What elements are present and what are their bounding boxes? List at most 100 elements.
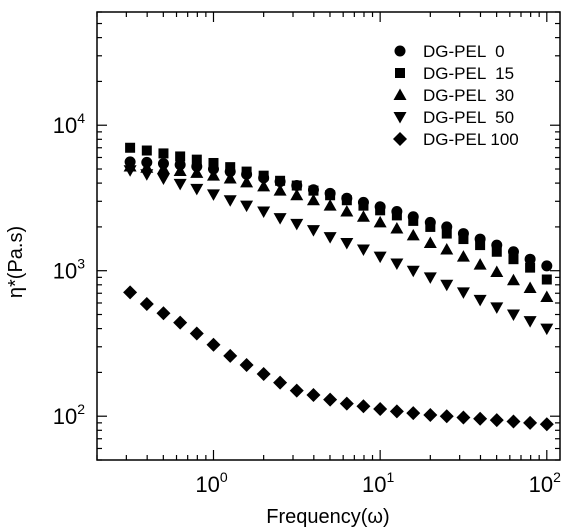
data-point (358, 200, 369, 211)
data-point (406, 228, 420, 241)
data-point (290, 218, 304, 231)
data-point (258, 170, 269, 181)
data-point (291, 180, 302, 191)
data-point (491, 246, 502, 257)
plot-frame (96, 11, 561, 461)
data-point (208, 157, 219, 168)
data-point (123, 285, 138, 300)
data-point (290, 188, 304, 201)
data-point (323, 392, 338, 407)
legend-entry: DG-PEL 0 (423, 42, 505, 61)
data-point (423, 407, 438, 422)
data-point (240, 175, 254, 188)
data-point (257, 206, 271, 219)
legend-marker (393, 112, 407, 124)
data-point (525, 262, 536, 273)
y-tick-label: 104 (53, 110, 85, 138)
data-point (425, 221, 436, 232)
data-point (308, 185, 319, 196)
data-point (389, 404, 404, 419)
data-point (306, 225, 320, 237)
data-point (456, 250, 470, 262)
data-point (423, 272, 437, 284)
data-point (356, 210, 370, 222)
y-tick-label: 103 (53, 256, 85, 284)
data-point (440, 242, 454, 255)
data-point (506, 414, 521, 429)
data-point (539, 417, 554, 432)
axes: 100 101 102 102 103 104 (53, 11, 561, 497)
data-point (273, 213, 287, 225)
data-point (325, 190, 336, 201)
x-tick-label: 101 (362, 469, 394, 497)
legend-marker (395, 68, 405, 78)
data-point (273, 184, 287, 196)
legend-marker (393, 88, 407, 100)
data-point (475, 240, 486, 251)
data-point (256, 367, 271, 382)
data-point (223, 348, 238, 363)
data-point (206, 189, 220, 201)
data-point (356, 244, 370, 256)
data-point (490, 265, 504, 277)
data-point (473, 258, 487, 270)
data-point (223, 195, 237, 207)
data-point (323, 199, 337, 211)
data-point (524, 253, 536, 265)
data-point (508, 254, 519, 265)
data-point (489, 413, 504, 428)
y-axis-label: η*(Pa.s) (5, 226, 27, 298)
data-point (506, 273, 520, 286)
data-point (540, 323, 554, 336)
data-point (225, 162, 236, 173)
data-point (523, 316, 537, 328)
data-point (456, 410, 471, 425)
x-tick-label: 102 (529, 469, 561, 497)
data-point (189, 326, 204, 341)
legend-marker (393, 132, 407, 146)
data-point (123, 165, 137, 177)
data-point (156, 306, 171, 321)
data-point (323, 232, 337, 244)
data-point (340, 205, 354, 217)
data-point (257, 179, 271, 192)
data-point (373, 215, 387, 228)
data-point (408, 215, 419, 226)
legend-marker (394, 45, 406, 57)
data-point (458, 234, 469, 245)
data-point (340, 238, 354, 250)
data-point (456, 287, 470, 299)
data-point (373, 402, 388, 417)
data-point (190, 166, 204, 178)
data-point (206, 169, 220, 181)
data-point (239, 357, 254, 372)
data-point (273, 375, 288, 390)
data-point (173, 178, 187, 191)
series-1 (125, 142, 552, 285)
data-point (473, 294, 487, 307)
data-point (390, 222, 404, 234)
legend: DG-PEL 0 DG-PEL 15 DG-PEL 30 DG-PEL 50 DG-PE… (393, 42, 519, 149)
data-point (541, 260, 553, 272)
data-point (523, 281, 537, 294)
data-point (391, 210, 402, 221)
data-point (439, 409, 454, 424)
data-point (341, 195, 352, 206)
data-point (223, 172, 237, 184)
series-0 (124, 156, 553, 272)
series-2 (123, 160, 554, 302)
data-point (541, 274, 552, 285)
data-points (123, 142, 554, 432)
data-point (190, 183, 204, 196)
data-point (125, 142, 136, 153)
data-point (339, 396, 354, 411)
data-point (540, 290, 554, 302)
data-point (306, 387, 321, 402)
data-point (440, 279, 454, 292)
data-point (356, 399, 371, 414)
data-point (140, 169, 154, 181)
data-point (158, 148, 169, 159)
x-axis-label: Frequency(ω) (266, 506, 389, 528)
data-point (240, 200, 254, 213)
legend-entry: DG-PEL 30 (423, 86, 514, 105)
